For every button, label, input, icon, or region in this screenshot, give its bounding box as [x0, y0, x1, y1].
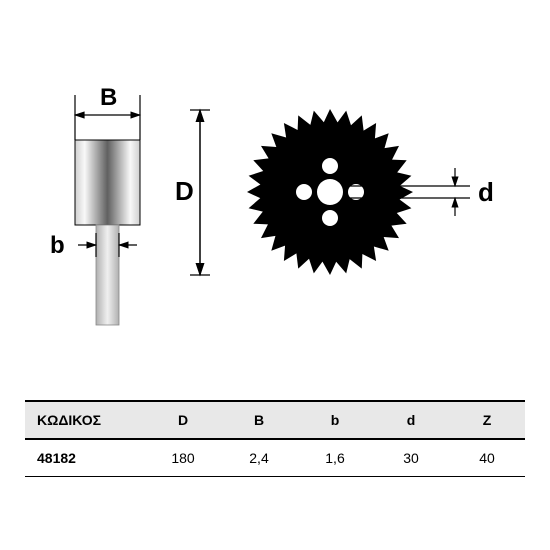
spec-table: ΚΩΔΙΚΟΣDBbdZ 481821802,41,63040 — [25, 400, 525, 477]
table-header-cell: d — [373, 401, 449, 439]
blade-side — [75, 140, 140, 225]
table-header-row: ΚΩΔΙΚΟΣDBbdZ — [25, 401, 525, 439]
table-header-cell: ΚΩΔΙΚΟΣ — [25, 401, 145, 439]
table-cell: 2,4 — [221, 439, 297, 477]
label-D: D — [175, 176, 194, 206]
label-B: B — [100, 85, 117, 111]
table-header-cell: D — [145, 401, 221, 439]
label-d: d — [478, 177, 494, 207]
shaft — [96, 225, 119, 325]
table-cell: 180 — [145, 439, 221, 477]
table-cell: 1,6 — [297, 439, 373, 477]
table-cell: 48182 — [25, 439, 145, 477]
table-header-cell: B — [221, 401, 297, 439]
table-cell: 40 — [449, 439, 525, 477]
diagram-svg: B b D d — [40, 85, 510, 335]
spec-table-container: ΚΩΔΙΚΟΣDBbdZ 481821802,41,63040 — [25, 400, 525, 477]
table-header-cell: Z — [449, 401, 525, 439]
label-b: b — [50, 232, 65, 259]
table-row: 481821802,41,63040 — [25, 439, 525, 477]
saw-blade — [247, 109, 413, 275]
technical-diagram: B b D d — [40, 85, 510, 335]
table-cell: 30 — [373, 439, 449, 477]
table-header-cell: b — [297, 401, 373, 439]
